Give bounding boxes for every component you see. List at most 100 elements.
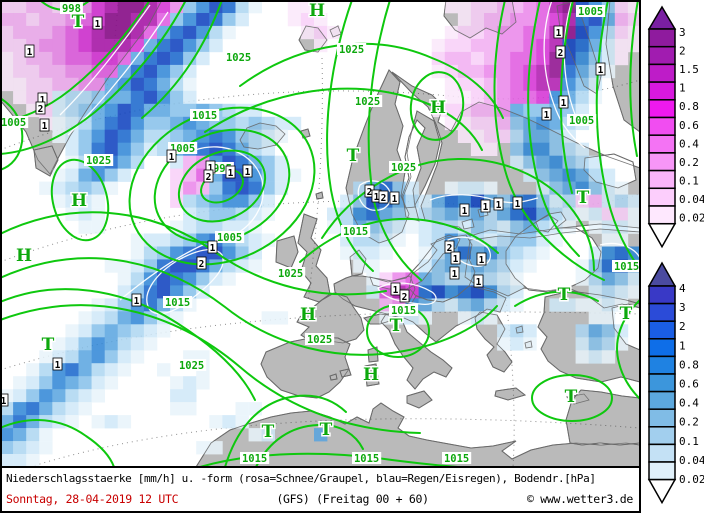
rain-colorbar-scale-label: 0.8 [679,358,699,371]
snow-colorbar-scale-label: 1 [679,82,686,95]
rain-colorbar-box [648,355,676,375]
precip-max-value: 1 [452,269,458,280]
rain-colorbar-box [648,302,676,322]
precip-max-value: 1 [561,98,567,109]
rain-colorbar-box [648,443,676,463]
snow-colorbar-box [648,187,676,207]
pressure-center-high: H [430,98,446,118]
rain-colorbar-scale-label: 0.4 [679,397,699,410]
snow-colorbar-scale-label: 0.4 [679,137,699,150]
rain-colorbar-box [648,426,676,446]
precip-max-value: 2 [199,259,205,270]
rain-colorbar-box [648,461,676,481]
pressure-center-low: T [620,304,633,324]
rain-colorbar-box [648,285,676,305]
isobars [0,0,641,468]
precip-max-value: 1 [40,95,46,106]
rain-colorbar-arrow-up [647,261,677,287]
colorbar-legends: 3 2 1.5 1 0.8 0.6 0.4 0.2 0.1 0.04 0.02 4 3 2 1 0.8 0.6 0… [647,5,704,505]
pressure-center-low: T [390,316,403,336]
pressure-center-high: H [16,246,32,266]
pressure-center-high: H [309,1,325,21]
precip-max-value: 1 [208,163,214,174]
rain-colorbar-scale-label: 0.1 [679,435,699,448]
caption-line2: Sonntag, 28-04-2019 12 UTC (GFS) (Freita… [6,492,633,506]
snow-colorbar-scale-label: 0.1 [679,174,699,187]
precip-max-value: 1 [393,285,399,296]
precip-max-value: 2 [206,172,212,183]
pressure-center-low: T [558,285,571,305]
rain-colorbar-scale-label: 1 [679,339,686,352]
rain-colorbar-scale-label: 0.02 [679,473,704,486]
isobar-value-label: 998 [62,3,81,15]
precip-max-value: 1 [55,360,61,371]
precip-max-value: 1 [169,152,175,163]
rain-colorbar-scale-label: 0.6 [679,378,699,391]
pressure-center-low: T [320,420,333,440]
isobar-value-label: 1025 [391,162,416,174]
caption-title: Niederschlagsstaerke [mm/h] u. -form (ro… [6,472,596,485]
precip-max-value: 1 [515,199,521,210]
snow-colorbar-scale-label: 0.04 [679,193,704,206]
caption-credit: © www.wetter3.de [527,492,633,506]
map-panel: 998 1005 1015 1005 995 1005 1025 1025 1025 1025 10… [0,0,642,468]
snow-colorbar-box [648,169,676,190]
pressure-center-low: T [565,387,578,407]
snow-colorbar-box [648,116,676,136]
isobar-value-label: 1005 [217,232,242,244]
isobar-value-label: 1015 [165,297,190,309]
precip-max-value: 1 [374,192,380,203]
pressure-center-high: H [300,305,316,325]
isobar-value-label: 1015 [444,453,469,465]
rain-colorbar-box [648,338,676,358]
snow-colorbar-box [648,99,676,119]
rain-colorbar-box [648,320,676,340]
isobar-value-label: 1015 [614,261,639,273]
snow-colorbar-box [648,134,676,154]
precip-max-value: 1 [476,277,482,288]
rain-colorbar-box [648,373,676,393]
caption-datetime: Sonntag, 28-04-2019 12 UTC [6,492,179,506]
pressure-center-high: H [363,365,379,385]
isobar-value-label: 1005 [569,115,594,127]
caption-bar: Niederschlagsstaerke [mm/h] u. -form (ro… [0,466,641,513]
snow-colorbar-box [648,81,676,101]
rain-colorbar-scale-label: 2 [679,320,686,333]
isobar-value-label: 1015 [242,453,267,465]
precip-max-value: 1 [462,206,468,217]
isobar-value-label: 1005 [1,117,26,129]
pressure-center-high: H [71,191,87,211]
snow-colorbar: 3 2 1.5 1 0.8 0.6 0.4 0.2 0.1 0.04 0.02 [647,5,704,249]
legend-panel: 3 2 1.5 1 0.8 0.6 0.4 0.2 0.1 0.04 0.02 4 3 2 1 0.8 0.6 0… [641,0,704,513]
pressure-center-low: T [72,12,85,32]
snow-colorbar-arrow-down [647,222,677,249]
snow-colorbar-scale-label: 2 [679,45,686,58]
precip-max-value: 2 [38,104,44,115]
rain-colorbar-scale-label: 0.2 [679,416,699,429]
precip-max-value: 1 [392,194,398,205]
rain-colorbar-box [648,408,676,428]
snow-colorbar-scale-label: 0.8 [679,100,699,113]
isobar-value-label: 1025 [179,360,204,372]
snow-colorbar-box [648,45,676,66]
precip-max-value: 2 [367,187,373,198]
precip-max-value: 1 [27,47,33,58]
precip-max-value: 2 [447,243,453,254]
snow-colorbar-scale-label: 1.5 [679,63,699,76]
isobar-value-label: 1015 [192,110,217,122]
precip-max-value: 1 [210,243,216,254]
isobar-value-label: 1025 [86,155,111,167]
precip-max-value: 1 [598,65,604,76]
snow-colorbar-box [648,205,676,225]
precip-max-value: 2 [402,292,408,303]
rain-colorbar-scale-label: 4 [679,282,686,295]
snow-colorbar-arrow-up [647,5,677,30]
precip-max-value: 1 [453,254,459,265]
europe-precipitation-map: 9981005101510059951005102510251025102510… [0,0,642,468]
precip-max-value: 1 [544,110,550,121]
rain-colorbar-scale-label: 0.04 [679,454,704,467]
pressure-center-low: T [262,422,275,442]
rain-colorbar: 4 3 2 1 0.8 0.6 0.4 0.2 0.1 0.04 0.02 [647,261,704,505]
